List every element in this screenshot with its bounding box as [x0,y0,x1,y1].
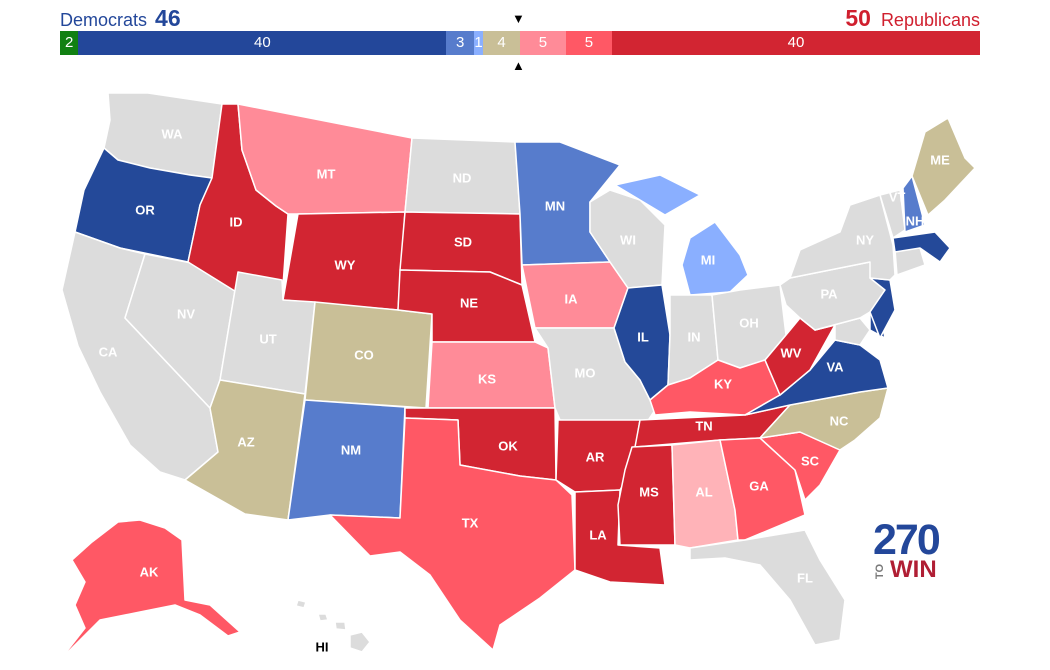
state-label-va: VA [826,359,844,374]
state-label-mi: MI [701,252,715,267]
state-label-sd: SD [454,234,472,249]
seat-balance-bar: 2 40 3 1 4 5 5 40 [60,31,980,55]
state-label-ut: UT [259,331,276,346]
state-ma[interactable] [892,231,951,263]
state-label-ne: NE [460,295,478,310]
state-label-mn: MN [545,198,565,213]
majority-marker-down-icon: ▼ [512,11,525,26]
state-label-wv: WV [781,345,802,360]
state-me[interactable] [911,117,976,216]
state-label-ak: AK [140,564,159,579]
state-label-wi: WI [620,232,636,247]
state-label-me: ME [930,152,950,167]
state-label-nd: ND [453,170,472,185]
seat-bar-segment-1: 40 [78,31,447,55]
state-label-sc: SC [801,453,820,468]
state-label-tx: TX [462,515,479,530]
state-label-oh: OH [739,315,759,330]
seat-bar-segment-6: 5 [565,31,612,55]
state-label-tn: TN [695,418,712,433]
state-label-ky: KY [714,376,732,391]
state-label-wa: WA [162,126,184,141]
state-label-in: IN [688,329,701,344]
state-mi[interactable] [614,174,749,296]
logo-win: WIN [890,556,937,583]
seat-bar-segment-5: 5 [519,31,566,55]
state-label-nh: NH [906,213,925,228]
state-label-ms: MS [639,484,659,499]
state-label-ks: KS [478,371,496,386]
state-nm[interactable] [287,399,406,521]
senate-balance-header: Democrats 46 50 Republicans [0,0,1050,32]
state-label-ok: OK [498,438,518,453]
state-label-ga: GA [749,478,769,493]
logo-to: TO [874,564,886,580]
state-label-wy: WY [335,257,356,272]
state-label-vt: VT [889,189,906,204]
republicans-total: 50 Republicans [845,5,980,32]
seat-bar-segment-0: 2 [60,31,79,55]
270towin-logo: 270 TO WIN [873,518,953,584]
state-label-nc: NC [830,413,849,428]
state-label-la: LA [589,527,607,542]
democrats-total: Democrats 46 [60,5,181,32]
democrats-label: Democrats [60,10,148,30]
state-label-hi: HI [316,639,329,654]
state-label-ia: IA [565,291,579,306]
seat-bar-segment-3: 1 [473,31,484,55]
state-nh[interactable] [902,175,926,233]
state-label-il: IL [637,329,649,344]
democrats-seat-count: 46 [155,5,181,31]
seat-bar-segment-4: 4 [483,31,520,55]
state-label-mt: MT [317,166,336,181]
majority-marker-up-icon: ▲ [512,58,525,73]
state-label-id: ID [230,214,243,229]
state-label-mo: MO [575,365,596,380]
state-hi[interactable] [295,599,371,653]
state-co[interactable] [304,301,433,409]
state-label-nv: NV [177,306,195,321]
state-label-ny: NY [856,232,874,247]
state-label-az: AZ [237,434,254,449]
republicans-seat-count: 50 [845,5,871,31]
state-label-pa: PA [820,286,838,301]
state-label-co: CO [354,347,374,362]
state-label-fl: FL [797,570,813,585]
state-tx[interactable] [329,417,576,651]
state-label-ca: CA [99,344,118,359]
state-label-or: OR [135,202,155,217]
seat-bar-segment-2: 3 [446,31,474,55]
logo-number: 270 [873,516,941,564]
state-ny[interactable] [789,194,896,281]
seat-bar-segment-7: 40 [611,31,980,55]
state-label-ar: AR [586,449,605,464]
state-label-al: AL [695,484,712,499]
state-ct[interactable] [894,247,926,276]
state-ak[interactable] [59,519,241,661]
state-label-nm: NM [341,442,361,457]
republicans-label: Republicans [880,10,980,30]
state-fl[interactable] [689,529,846,646]
